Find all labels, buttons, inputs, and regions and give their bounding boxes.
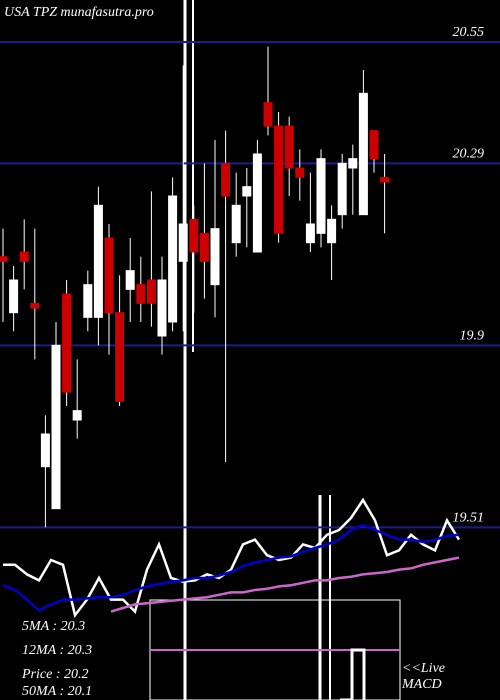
candle-body [0, 256, 8, 262]
macd-bar [340, 648, 366, 700]
candle-body [221, 162, 231, 197]
candle-body [231, 204, 241, 244]
candle-body [125, 270, 135, 290]
y-tick-label: 19.51 [453, 510, 485, 525]
annotation: Price : 20.2 [21, 667, 88, 682]
y-tick-label: 19.9 [460, 328, 485, 343]
candle-body [19, 251, 29, 262]
indicator-line [110, 556, 460, 613]
candle-body [274, 125, 284, 234]
candle-body [115, 312, 125, 402]
candle-body [72, 410, 82, 421]
y-tick-label: 20.29 [453, 146, 485, 161]
candle-body [83, 284, 93, 318]
candle-body [295, 167, 305, 178]
annotation: <<Live [402, 661, 445, 676]
candle-body [93, 204, 103, 318]
chart-title: USA TPZ munafasutra.pro [4, 5, 154, 20]
candle-body [210, 228, 220, 286]
candle-body [51, 344, 61, 510]
candle-body [348, 158, 358, 169]
candle-body [168, 195, 178, 323]
candle-body [337, 162, 347, 216]
candle-body [40, 433, 50, 468]
y-tick-label: 20.55 [453, 25, 485, 40]
candle-body [316, 158, 326, 234]
indicator-line [3, 497, 461, 619]
candle-body [284, 125, 294, 169]
candle-body [146, 279, 156, 304]
candle-body [157, 279, 167, 337]
candle-body [263, 102, 273, 127]
annotation: 50MA : 20.1 [22, 684, 92, 699]
candle-body [178, 223, 188, 262]
candle-body [136, 284, 146, 304]
candle-body [242, 186, 252, 197]
candle-body [9, 279, 19, 314]
candle-body [252, 153, 262, 253]
annotation: 5MA : 20.3 [22, 619, 85, 634]
candle-body [199, 232, 209, 262]
candle-body [358, 92, 368, 216]
annotation: MACD [401, 677, 442, 692]
candle-body [189, 218, 199, 253]
candle-body [327, 218, 337, 244]
indicator-line [2, 523, 460, 612]
candle-body [104, 237, 114, 314]
candle-body [369, 130, 379, 160]
annotation: 12MA : 20.3 [22, 643, 92, 658]
candle-body [30, 302, 40, 309]
candle-body [62, 293, 72, 393]
candle-body [305, 223, 315, 244]
candle-body [380, 176, 390, 183]
